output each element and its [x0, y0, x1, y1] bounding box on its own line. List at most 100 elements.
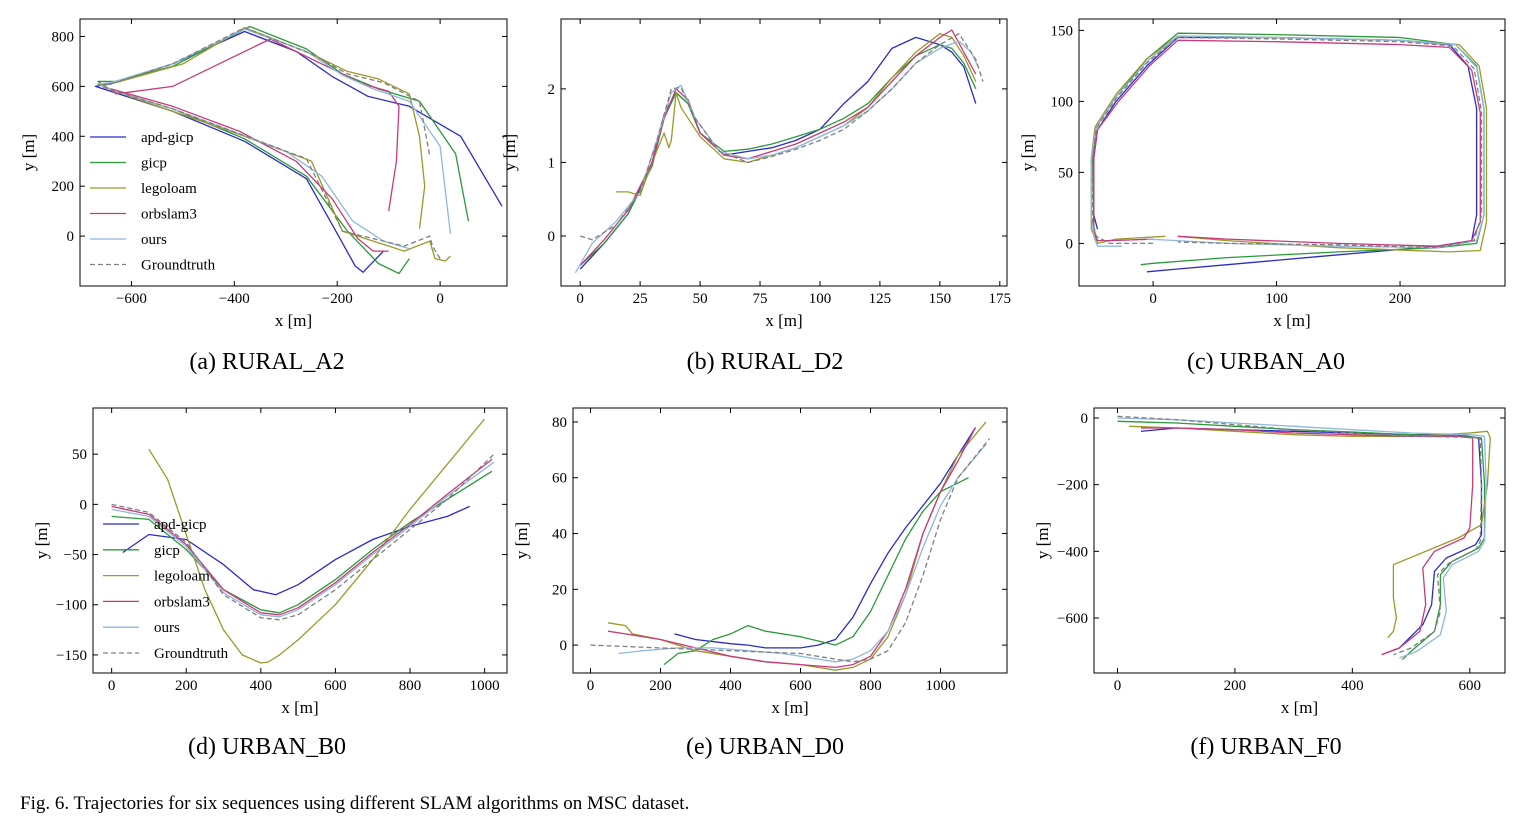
x-tick-label: 0: [576, 291, 584, 307]
x-axis-label: x [m]: [771, 698, 808, 717]
series-group: [1117, 415, 1491, 661]
chart-panel: 0 100 200 0 50 100 150 x [m] y [m] (c) URBAN_A0: [1018, 18, 1506, 375]
x-tick-label: 0: [1149, 291, 1157, 307]
y-tick-label: 600: [52, 79, 75, 95]
legend-label: ours: [154, 620, 180, 636]
y-tick-label: 0: [548, 229, 556, 245]
series-line-legoloam: [616, 33, 977, 197]
plot-frame: [560, 18, 1008, 287]
plot-frame: [1093, 407, 1506, 674]
chart-panel: 0 200 400 600 800 1000 −150 −100 −50 0 50 x [m] y [m…: [32, 407, 508, 760]
y-tick-label: 1: [548, 155, 556, 171]
series-group: [94, 25, 503, 275]
y-tick-label: −600: [1057, 611, 1088, 627]
x-tick-label: 175: [989, 291, 1012, 307]
subplot-caption: (d) URBAN_B0: [188, 734, 346, 760]
series-line-apd-gicp: [674, 427, 977, 649]
series-line-groundtruth: [1117, 415, 1483, 656]
x-tick-label: 200: [175, 678, 198, 694]
subplot-caption: (e) URBAN_D0: [686, 734, 844, 760]
y-tick-label: 50: [72, 447, 87, 463]
series-line-ours: [1090, 35, 1485, 249]
x-tick-label: 0: [108, 678, 116, 694]
x-tick-label: 100: [809, 291, 832, 307]
series-line-ours: [1117, 417, 1487, 659]
y-tick-label: 0: [560, 638, 568, 654]
y-tick-label: −50: [64, 548, 87, 564]
series-group: [1090, 32, 1488, 273]
y-tick-label: 50: [1058, 165, 1073, 181]
chart-panel: 0 25 50 75 100 125 150 175 0 1 2 x [m] y [m] (b) RURA…: [500, 18, 1012, 375]
y-tick-label: 80: [552, 415, 567, 431]
x-tick-label: 200: [1389, 291, 1412, 307]
series-group: [111, 418, 495, 664]
x-axis-label: x [m]: [281, 698, 318, 717]
legend-label: apd-gicp: [154, 517, 206, 533]
series-line-groundtruth: [1091, 36, 1483, 249]
x-tick-label: 400: [1341, 678, 1364, 694]
y-axis-label: y [m]: [32, 522, 51, 559]
y-tick-label: 60: [552, 471, 567, 487]
chart-panel: 0 200 400 600 800 1000 0 20 40 60 80 x [m] y [m] (e) …: [512, 407, 1008, 760]
x-tick-label: −200: [322, 291, 353, 307]
y-axis-label: y [m]: [19, 134, 38, 171]
legend-label: apd-gicp: [141, 130, 193, 146]
x-tick-label: −400: [219, 291, 250, 307]
x-axis-label: x [m]: [275, 311, 312, 330]
x-axis-label: x [m]: [1273, 311, 1310, 330]
x-tick-label: 1000: [470, 678, 500, 694]
y-tick-label: 0: [67, 229, 75, 245]
series-line-ours: [97, 28, 452, 250]
series-line-gicp: [1117, 420, 1486, 661]
x-tick-label: 600: [789, 678, 812, 694]
x-tick-label: 400: [250, 678, 273, 694]
y-tick-label: 150: [1051, 23, 1074, 39]
series-line-ours: [111, 461, 495, 618]
x-tick-label: 600: [1459, 678, 1482, 694]
x-tick-label: 600: [324, 678, 347, 694]
legend-label: orbslam3: [154, 594, 210, 610]
series-line-orbslam3: [1093, 39, 1481, 247]
legend-label: Groundtruth: [141, 258, 216, 274]
subplot-caption: (f) URBAN_F0: [1190, 734, 1341, 760]
x-tick-label: 200: [649, 678, 672, 694]
chart-panel: 0 200 400 600 −600 −400 −200 0 x [m] y [m] (f) URB…: [1033, 407, 1506, 760]
x-tick-label: 800: [859, 678, 882, 694]
y-tick-label: −400: [1057, 544, 1088, 560]
x-tick-label: 1000: [926, 678, 956, 694]
legend-label: legoloam: [154, 569, 210, 585]
x-tick-label: 125: [869, 291, 892, 307]
x-tick-label: 50: [693, 291, 708, 307]
legend-label: legoloam: [141, 181, 197, 197]
x-tick-label: 400: [719, 678, 742, 694]
y-tick-label: 200: [52, 179, 75, 195]
y-axis-label: y [m]: [512, 522, 531, 559]
series-line-groundtruth: [97, 27, 441, 259]
y-tick-label: −100: [56, 598, 87, 614]
series-line-orbslam3: [607, 427, 977, 669]
x-axis-label: x [m]: [1281, 698, 1318, 717]
chart-panel: −600 −400 −200 0 0 200 400 600 800 x [m] y [m] apd-…: [19, 18, 508, 375]
y-tick-label: 400: [52, 129, 75, 145]
subplot-caption: (b) RURAL_D2: [687, 349, 844, 375]
legend-label: gicp: [154, 543, 180, 559]
legend-label: Groundtruth: [154, 646, 229, 662]
x-tick-label: 0: [436, 291, 444, 307]
x-tick-label: 75: [753, 291, 768, 307]
y-tick-label: 0: [1066, 236, 1074, 252]
x-tick-label: 100: [1265, 291, 1288, 307]
x-tick-label: 800: [399, 678, 422, 694]
y-tick-label: 800: [52, 29, 75, 45]
series-line-gicp: [663, 477, 969, 666]
y-tick-label: −200: [1057, 478, 1088, 494]
series-group: [590, 421, 991, 671]
legend-label: ours: [141, 232, 167, 248]
plot-frame: [572, 407, 1008, 674]
y-tick-label: 100: [1051, 94, 1074, 110]
y-axis-label: y [m]: [1033, 522, 1052, 559]
x-tick-label: 200: [1224, 678, 1247, 694]
figure-caption: Fig. 6. Trajectories for six sequences u…: [20, 793, 690, 814]
series-line-ours: [618, 443, 987, 663]
y-tick-label: −150: [56, 648, 87, 664]
